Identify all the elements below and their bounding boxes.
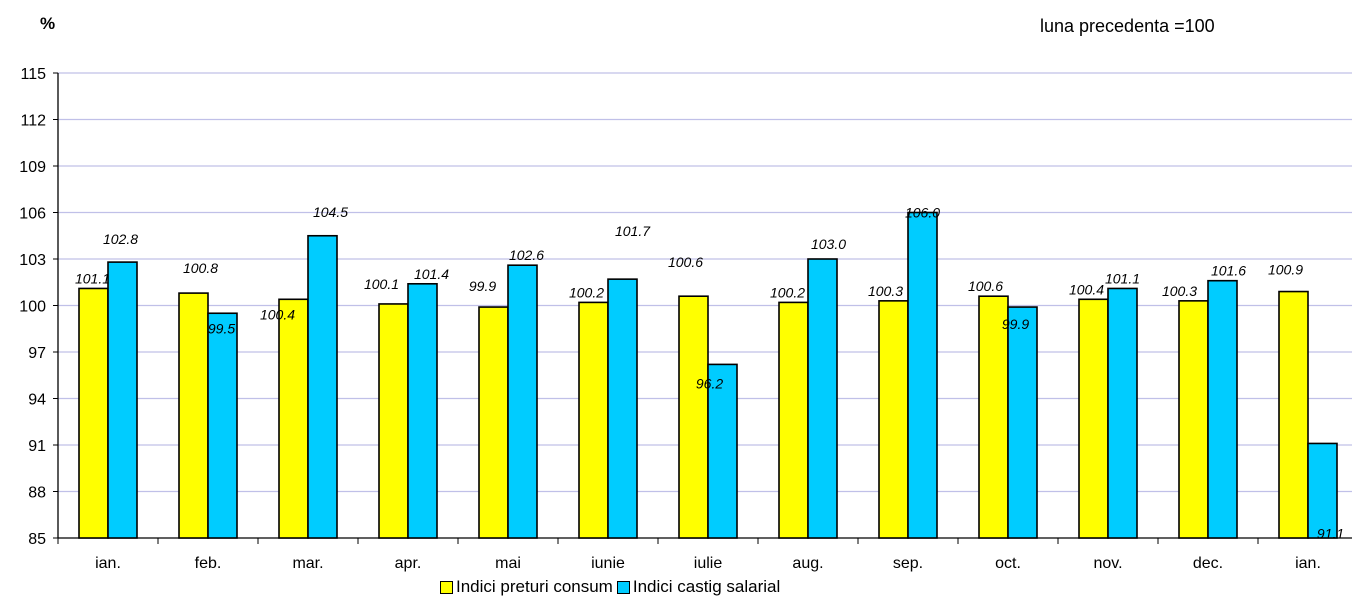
base-note: luna precedenta =100 (1040, 16, 1215, 36)
x-tick-label: ian. (95, 555, 121, 572)
data-label-series-2: 101.4 (414, 266, 449, 282)
data-label-series-1: 100.3 (868, 283, 903, 299)
bar-series-1 (278, 298, 309, 539)
y-tick-label: 91 (28, 438, 46, 455)
y-tick-label: 100 (19, 299, 46, 316)
data-label-series-2: 102.6 (509, 247, 544, 263)
y-tick-label: 85 (28, 531, 46, 548)
data-label-series-2: 99.5 (208, 320, 235, 336)
legend-label-series-1: Indici preturi consum (456, 577, 613, 596)
data-label-series-1: 100.6 (968, 278, 1003, 294)
bar-series-2 (907, 211, 938, 539)
bar-series-1 (678, 295, 709, 539)
bar-series-2 (407, 282, 438, 539)
bar-series-2 (707, 363, 738, 539)
legend-label-series-2: Indici castig salarial (632, 577, 781, 596)
y-tick-label: 112 (20, 113, 46, 130)
bar-series-2 (507, 264, 538, 539)
data-label-series-1: 100.1 (364, 276, 399, 292)
bar-series-1 (1178, 300, 1209, 539)
data-label-series-1: 100.9 (1268, 262, 1303, 278)
bar-series-1 (978, 295, 1009, 539)
y-tick-label: 94 (28, 392, 46, 409)
y-unit-label: % (40, 14, 56, 33)
y-tick-label: 106 (19, 206, 46, 223)
bar-series-1 (478, 306, 509, 539)
bar-series-1 (778, 301, 809, 539)
bar-series-2 (807, 258, 838, 539)
y-tick-label: 115 (20, 66, 46, 83)
data-label-series-2: 104.5 (313, 204, 348, 220)
data-label-series-1: 99.9 (469, 278, 496, 294)
x-tick-label: ian. (1295, 555, 1321, 572)
data-label-series-2: 91.1 (1317, 525, 1344, 541)
bar-series-1 (1278, 290, 1309, 539)
bar-series-2 (1107, 287, 1138, 539)
bar-series-2 (607, 278, 638, 539)
data-label-series-1: 100.6 (668, 254, 703, 270)
bar-series-2 (307, 234, 338, 539)
legend-item-series-1: Indici preturi consum (440, 578, 613, 596)
data-label-series-2: 103.0 (811, 236, 846, 252)
data-label-series-1: 100.2 (770, 284, 805, 300)
legend-item-series-2: Indici castig salarial (616, 577, 781, 596)
y-tick-label: 88 (28, 485, 46, 502)
bar-series-1 (178, 292, 209, 539)
data-label-series-1: 100.3 (1162, 283, 1197, 299)
x-tick-label: iunie (591, 555, 625, 572)
legend-swatch-series-1 (440, 580, 453, 594)
data-label-series-2: 96.2 (696, 375, 723, 391)
x-tick-label: mai (495, 555, 521, 572)
x-tick-label: iulie (694, 555, 723, 572)
x-tick-label: nov. (1093, 555, 1122, 572)
data-label-series-2: 101.6 (1211, 263, 1246, 279)
bar-series-1 (1078, 298, 1109, 539)
x-tick-label: feb. (195, 555, 222, 572)
bar-series-2 (107, 261, 138, 539)
bar-series-2 (1307, 442, 1338, 539)
bar-series-1 (878, 300, 909, 539)
data-label-series-1: 100.4 (1069, 281, 1104, 297)
legend-swatch-series-2 (616, 580, 630, 594)
x-tick-label: dec. (1193, 555, 1223, 572)
data-label-series-1: 100.8 (183, 260, 218, 276)
x-tick-label: oct. (995, 555, 1021, 572)
y-tick-label: 109 (19, 159, 46, 176)
bar-series-1 (78, 287, 109, 539)
x-tick-label: aug. (792, 555, 823, 572)
y-tick-label: 103 (19, 252, 46, 269)
bar-series-2 (207, 312, 238, 539)
bar-series-2 (1207, 279, 1238, 539)
data-label-series-2: 102.8 (103, 231, 138, 247)
data-label-series-2: 99.9 (1002, 316, 1029, 332)
data-label-series-1: 100.4 (260, 306, 295, 322)
data-label-series-2: 101.7 (615, 223, 651, 239)
x-tick-label: mar. (292, 555, 323, 572)
bar-series-2 (1007, 306, 1038, 539)
bar-series-1 (578, 301, 609, 539)
data-label-series-1: 100.2 (569, 284, 604, 300)
data-label-series-2: 106.0 (905, 205, 940, 221)
data-label-series-1: 101.1 (75, 270, 110, 286)
y-tick-label: 97 (28, 345, 46, 362)
legend: Indici preturi consum Indici castig sala… (440, 578, 780, 596)
x-tick-label: apr. (395, 555, 422, 572)
data-label-series-2: 101.1 (1105, 270, 1140, 286)
x-tick-label: sep. (893, 555, 923, 572)
bar-series-1 (378, 303, 409, 539)
